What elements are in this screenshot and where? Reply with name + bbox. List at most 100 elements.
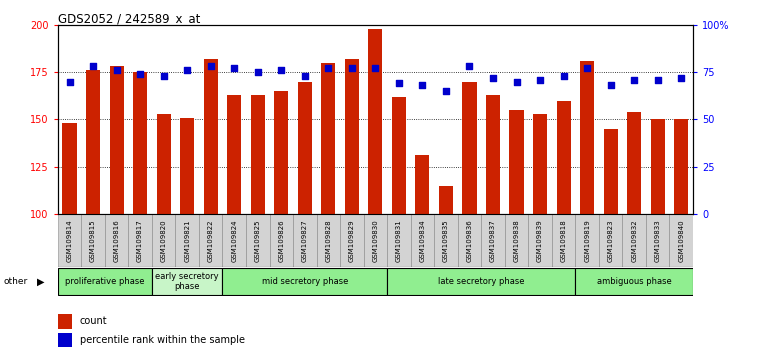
Text: GSM109829: GSM109829 <box>349 219 355 262</box>
Point <box>369 65 381 71</box>
Bar <box>486 95 500 214</box>
Bar <box>223 214 246 267</box>
Text: proliferative phase: proliferative phase <box>65 277 145 286</box>
Text: GSM109823: GSM109823 <box>608 219 614 262</box>
Bar <box>439 186 453 214</box>
Bar <box>533 114 547 214</box>
Text: GSM109827: GSM109827 <box>302 219 308 262</box>
Text: GSM109834: GSM109834 <box>420 219 426 262</box>
Point <box>63 79 75 84</box>
Bar <box>368 29 383 214</box>
Text: GSM109828: GSM109828 <box>325 219 331 262</box>
Text: GSM109821: GSM109821 <box>184 219 190 262</box>
Text: mid secretory phase: mid secretory phase <box>262 277 348 286</box>
Text: GSM109817: GSM109817 <box>137 219 143 262</box>
Bar <box>152 214 176 267</box>
Bar <box>58 268 152 295</box>
Point <box>511 79 523 84</box>
Bar <box>415 155 430 214</box>
Bar <box>176 214 199 267</box>
Text: early secretory
phase: early secretory phase <box>156 272 219 291</box>
Text: GSM109830: GSM109830 <box>373 219 378 262</box>
Bar <box>387 214 410 267</box>
Text: GSM109814: GSM109814 <box>66 219 72 262</box>
Bar <box>298 81 312 214</box>
Point <box>534 77 546 82</box>
Bar <box>152 268 223 295</box>
Point <box>628 77 641 82</box>
Bar <box>604 129 618 214</box>
Text: GSM109826: GSM109826 <box>278 219 284 262</box>
Bar <box>552 214 575 267</box>
Bar <box>58 332 72 347</box>
Text: GSM109816: GSM109816 <box>113 219 119 262</box>
Text: percentile rank within the sample: percentile rank within the sample <box>80 335 245 345</box>
Text: GSM109815: GSM109815 <box>90 219 96 262</box>
Point <box>134 71 146 77</box>
Point <box>651 77 664 82</box>
Bar <box>627 112 641 214</box>
Bar <box>62 123 76 214</box>
Bar <box>129 214 152 267</box>
Text: GSM109837: GSM109837 <box>490 219 496 262</box>
Text: count: count <box>80 316 108 326</box>
Text: GSM109832: GSM109832 <box>631 219 638 262</box>
Bar <box>133 72 147 214</box>
Point <box>417 82 429 88</box>
Bar <box>345 59 359 214</box>
Bar <box>646 214 669 267</box>
Bar <box>180 118 194 214</box>
Bar <box>505 214 528 267</box>
Point <box>346 65 358 71</box>
Point <box>675 75 688 81</box>
Bar <box>321 63 336 214</box>
Point <box>252 69 264 75</box>
Bar <box>223 268 387 295</box>
Bar <box>528 214 552 267</box>
Text: GSM109819: GSM109819 <box>584 219 590 262</box>
Point <box>110 67 122 73</box>
Bar <box>557 101 571 214</box>
Bar <box>575 214 599 267</box>
Text: GSM109831: GSM109831 <box>396 219 402 262</box>
Bar <box>481 214 505 267</box>
Bar <box>86 70 100 214</box>
Text: GSM109835: GSM109835 <box>443 219 449 262</box>
Point <box>440 88 452 94</box>
Bar <box>58 214 82 267</box>
Bar <box>82 214 105 267</box>
Text: GSM109833: GSM109833 <box>654 219 661 262</box>
Bar <box>675 119 688 214</box>
Bar <box>463 81 477 214</box>
Point <box>604 82 617 88</box>
Text: GSM109822: GSM109822 <box>208 219 214 262</box>
Point <box>299 73 311 79</box>
Bar <box>457 214 481 267</box>
Point <box>87 64 99 69</box>
Bar <box>340 214 363 267</box>
Bar <box>199 214 223 267</box>
Bar <box>246 214 270 267</box>
Point <box>487 75 499 81</box>
Text: GSM109824: GSM109824 <box>231 219 237 262</box>
Bar <box>105 214 129 267</box>
Bar <box>109 67 124 214</box>
Text: GDS2052 / 242589_x_at: GDS2052 / 242589_x_at <box>58 12 200 25</box>
Point <box>557 73 570 79</box>
Point <box>205 64 217 69</box>
Point <box>393 81 405 86</box>
Text: GSM109838: GSM109838 <box>514 219 520 262</box>
Bar <box>387 268 575 295</box>
Bar <box>510 110 524 214</box>
Bar <box>599 214 622 267</box>
Bar <box>251 95 265 214</box>
Text: GSM109820: GSM109820 <box>161 219 166 262</box>
Text: GSM109839: GSM109839 <box>537 219 543 262</box>
Text: GSM109840: GSM109840 <box>678 219 685 262</box>
Bar <box>274 91 288 214</box>
Text: GSM109825: GSM109825 <box>255 219 261 262</box>
Point <box>228 65 240 71</box>
Bar <box>293 214 316 267</box>
Text: ▶: ▶ <box>37 276 45 286</box>
Point <box>181 67 193 73</box>
